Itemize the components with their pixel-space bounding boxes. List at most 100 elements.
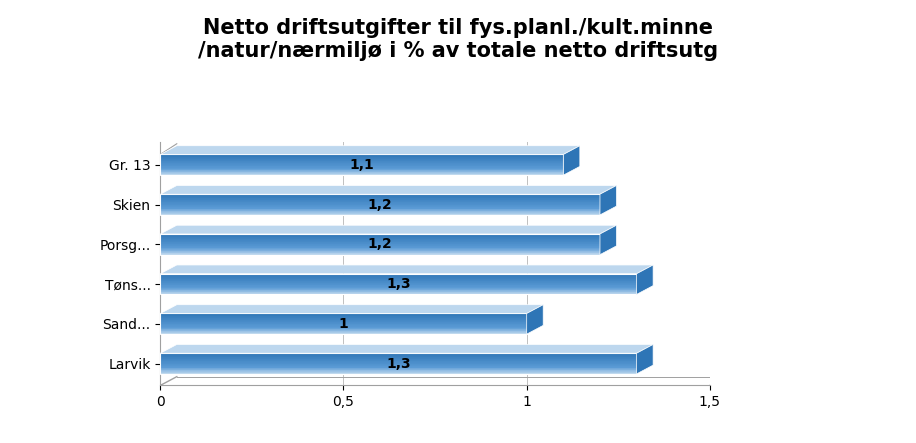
- Bar: [160, 319, 527, 320]
- Bar: [160, 236, 600, 237]
- Bar: [160, 157, 563, 158]
- Bar: [160, 205, 600, 206]
- Bar: [160, 291, 637, 292]
- Bar: [160, 314, 527, 334]
- Bar: [160, 292, 637, 293]
- Bar: [160, 254, 600, 255]
- Bar: [160, 173, 563, 174]
- Polygon shape: [160, 146, 580, 155]
- Bar: [160, 237, 600, 238]
- Bar: [160, 287, 637, 288]
- Bar: [160, 283, 637, 284]
- Bar: [160, 274, 637, 275]
- Bar: [160, 159, 563, 160]
- Bar: [160, 327, 527, 328]
- Text: Netto driftsutgifter til fys.planl./kult.minne
/natur/nærmiljø i % av totale net: Netto driftsutgifter til fys.planl./kult…: [198, 18, 718, 61]
- Bar: [160, 293, 637, 294]
- Bar: [160, 251, 600, 252]
- Bar: [160, 279, 637, 280]
- Bar: [160, 240, 600, 241]
- Bar: [160, 371, 637, 372]
- Bar: [160, 322, 527, 323]
- Bar: [160, 368, 637, 369]
- Bar: [160, 360, 637, 361]
- Bar: [160, 164, 563, 165]
- Polygon shape: [160, 265, 653, 274]
- Bar: [160, 253, 600, 254]
- Bar: [160, 353, 637, 354]
- Bar: [160, 160, 563, 161]
- Bar: [160, 294, 637, 295]
- Bar: [160, 362, 637, 363]
- Bar: [160, 365, 637, 366]
- Bar: [160, 156, 563, 157]
- Bar: [160, 315, 527, 316]
- Bar: [160, 170, 563, 171]
- Bar: [160, 196, 600, 197]
- Bar: [160, 174, 563, 175]
- Bar: [160, 195, 600, 196]
- Bar: [160, 355, 637, 356]
- Bar: [160, 243, 600, 244]
- Polygon shape: [160, 305, 543, 314]
- Bar: [160, 369, 637, 370]
- Polygon shape: [563, 146, 580, 175]
- Bar: [160, 158, 563, 159]
- Bar: [160, 212, 600, 213]
- Bar: [160, 238, 600, 239]
- Polygon shape: [637, 265, 653, 295]
- Polygon shape: [637, 345, 653, 374]
- Bar: [160, 197, 600, 198]
- Text: 1: 1: [339, 317, 348, 331]
- Text: 1,3: 1,3: [387, 357, 410, 370]
- Bar: [160, 208, 600, 209]
- Bar: [160, 331, 527, 332]
- Polygon shape: [600, 186, 616, 215]
- Bar: [160, 202, 600, 203]
- Bar: [160, 201, 600, 202]
- Bar: [160, 372, 637, 373]
- Bar: [160, 241, 600, 242]
- Text: 1,2: 1,2: [367, 198, 393, 212]
- Bar: [160, 284, 637, 285]
- Bar: [160, 204, 600, 205]
- Bar: [160, 242, 600, 243]
- Bar: [160, 320, 527, 321]
- Bar: [160, 278, 637, 279]
- Bar: [160, 209, 600, 210]
- Bar: [160, 194, 600, 215]
- Bar: [160, 333, 527, 334]
- Bar: [160, 203, 600, 204]
- Bar: [160, 328, 527, 329]
- Bar: [160, 248, 600, 249]
- Bar: [160, 214, 600, 215]
- Bar: [160, 354, 637, 355]
- Bar: [160, 155, 563, 175]
- Bar: [160, 162, 563, 163]
- Bar: [160, 171, 563, 172]
- Bar: [160, 206, 600, 207]
- Bar: [160, 169, 563, 170]
- Bar: [160, 211, 600, 212]
- Text: 1,1: 1,1: [349, 158, 375, 172]
- Bar: [160, 277, 637, 278]
- Bar: [160, 274, 637, 295]
- Bar: [160, 210, 600, 211]
- Bar: [160, 234, 600, 255]
- Bar: [160, 370, 637, 371]
- Bar: [160, 361, 637, 362]
- Bar: [160, 199, 600, 200]
- Bar: [160, 234, 600, 235]
- Bar: [160, 367, 637, 368]
- Bar: [160, 363, 637, 364]
- Polygon shape: [160, 345, 653, 353]
- Bar: [160, 364, 637, 365]
- Bar: [160, 282, 637, 283]
- Bar: [160, 235, 600, 236]
- Bar: [160, 316, 527, 317]
- Bar: [160, 198, 600, 199]
- Bar: [160, 324, 527, 325]
- Bar: [160, 357, 637, 358]
- Bar: [160, 290, 637, 291]
- Bar: [160, 373, 637, 374]
